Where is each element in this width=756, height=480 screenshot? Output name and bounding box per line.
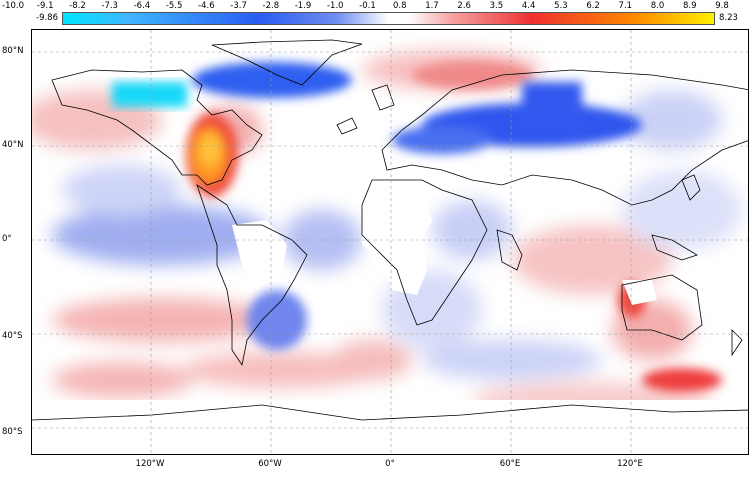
- anomaly-map-svg: [32, 30, 748, 454]
- colorbar-max-label: 8.23: [719, 13, 738, 23]
- colorbar-tick-label: -7.3: [101, 1, 118, 11]
- colorbar-tick-label: -1.9: [294, 1, 312, 11]
- colorbar-tick-label: -5.5: [165, 1, 183, 11]
- cyan-anomaly-patch: [112, 82, 187, 107]
- colorbar-tick-label: -0.1: [359, 1, 376, 11]
- graticule: [32, 30, 748, 454]
- colorbar-tick-labels: -10.0 -9.1 -8.2 -7.3 -6.4 -5.5 -4.6 -3.7 -2.8 -1.…: [0, 0, 756, 12]
- colorbar-tick-label: 8.0: [650, 1, 665, 11]
- colorbar-tick-label: 7.1: [618, 1, 633, 11]
- colorbar-tick-label: -10.0: [2, 1, 24, 11]
- colorbar-tick-label: 1.7: [425, 1, 439, 11]
- colorbar-tick-label: -9.1: [36, 1, 54, 11]
- colorbar-tick-label: 5.3: [554, 1, 568, 11]
- lat-label-40s: 40°S: [2, 331, 23, 341]
- colorbar-tick-label: 4.4: [521, 1, 536, 11]
- lat-label-40n: 40°N: [2, 140, 24, 150]
- colorbar-tick-label: -4.6: [198, 1, 215, 11]
- lon-label-60e: 60°E: [499, 459, 521, 469]
- colorbar-min-label: -9.86: [36, 13, 58, 23]
- lat-label-equator: 0°: [2, 234, 12, 244]
- colorbar-tick-label: -1.0: [326, 1, 344, 11]
- lat-label-80s: 80°S: [2, 427, 23, 437]
- lon-label-60w: 60°W: [258, 459, 282, 469]
- map-panel: [31, 29, 749, 455]
- colorbar-tick-label: 2.6: [457, 1, 471, 11]
- colorbar-tick-label: -6.4: [133, 1, 151, 11]
- blue-anomaly-patch: [522, 82, 582, 132]
- lon-label-120w: 120°W: [135, 459, 165, 469]
- coastlines: [32, 39, 748, 421]
- colorbar-tick-label: 6.2: [586, 1, 600, 11]
- colorbar-tick-label: -3.7: [230, 1, 247, 11]
- colorbar-tick-label: -2.8: [262, 1, 280, 11]
- lat-label-80n: 80°N: [2, 46, 24, 56]
- colorbar-tick-label: 0.8: [392, 1, 407, 11]
- colorbar-tick-label: -8.2: [69, 1, 86, 11]
- anomaly-hotspots: [186, 61, 722, 392]
- missing-data: [32, 180, 748, 454]
- colorbar-tick-label: 8.9: [683, 1, 697, 11]
- lon-label-0: 0°: [385, 459, 395, 469]
- colorbar-tick-label: 9.8: [715, 1, 729, 11]
- colorbar: [62, 12, 715, 25]
- lon-label-120e: 120°E: [617, 459, 643, 469]
- colorbar-tick-label: 3.5: [489, 1, 504, 11]
